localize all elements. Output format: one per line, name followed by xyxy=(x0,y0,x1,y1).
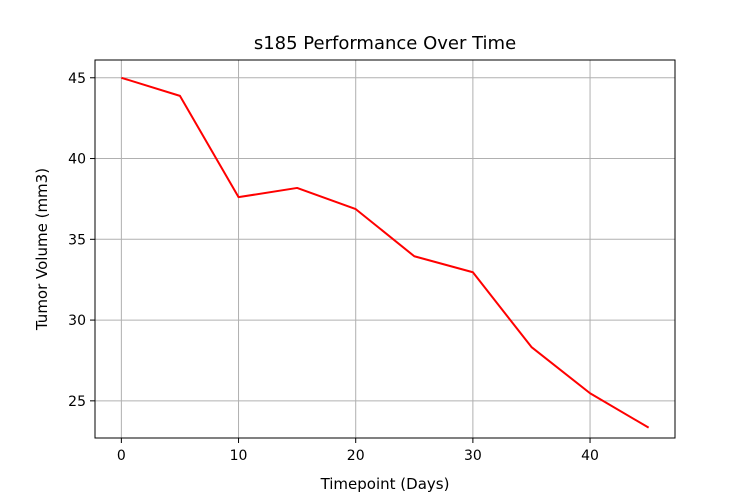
series-line xyxy=(121,76,650,429)
x-tick-label: 30 xyxy=(464,448,482,464)
x-tick-label: 10 xyxy=(230,448,248,464)
series-layer xyxy=(121,76,650,429)
x-tick-label: 0 xyxy=(117,448,126,464)
y-axis-label: Tumor Volume (mm3) xyxy=(33,168,51,331)
y-tick-label: 25 xyxy=(68,394,86,410)
y-tick-label: 45 xyxy=(68,71,86,87)
x-axis-label: Timepoint (Days) xyxy=(320,475,450,493)
chart-title: s185 Performance Over Time xyxy=(254,33,516,54)
y-tick-label: 30 xyxy=(68,313,86,329)
y-tick-label: 35 xyxy=(68,232,86,248)
y-axis-ticks: 25 30 35 40 45 xyxy=(68,71,95,410)
plot-area-frame xyxy=(94,59,676,439)
x-axis-ticks: 0 10 20 30 40 xyxy=(117,438,599,464)
grid xyxy=(95,60,675,438)
x-tick-label: 20 xyxy=(347,448,365,464)
y-tick-label: 40 xyxy=(68,152,86,168)
x-tick-label: 40 xyxy=(581,448,599,464)
